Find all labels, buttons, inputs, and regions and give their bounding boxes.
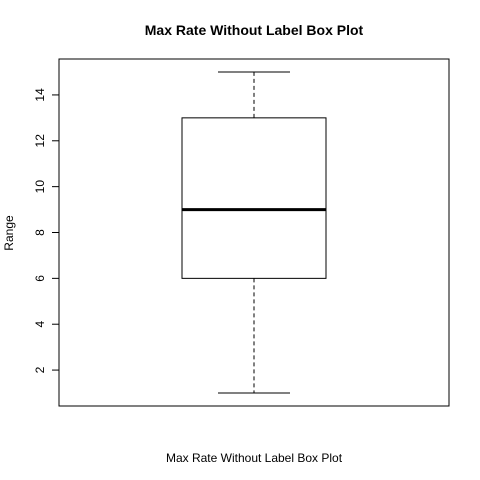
y-tick-label: 12 [33, 134, 47, 148]
iqr-box [181, 117, 327, 279]
y-tick-label: 8 [33, 229, 47, 236]
y-tick-label: 6 [33, 275, 47, 282]
x-axis-label: Max Rate Without Label Box Plot [166, 451, 343, 465]
y-tick-label: 4 [33, 321, 47, 328]
y-axis-label: Range [2, 215, 16, 251]
box-group [181, 71, 327, 394]
y-tick-label: 14 [33, 88, 47, 102]
y-tick-label: 10 [33, 180, 47, 194]
y-axis: 2 4 6 8 10 12 14 [33, 88, 60, 373]
plot-frame [58, 58, 450, 407]
chart-title: Max Rate Without Label Box Plot [145, 22, 364, 38]
y-tick-label: 2 [33, 366, 47, 373]
